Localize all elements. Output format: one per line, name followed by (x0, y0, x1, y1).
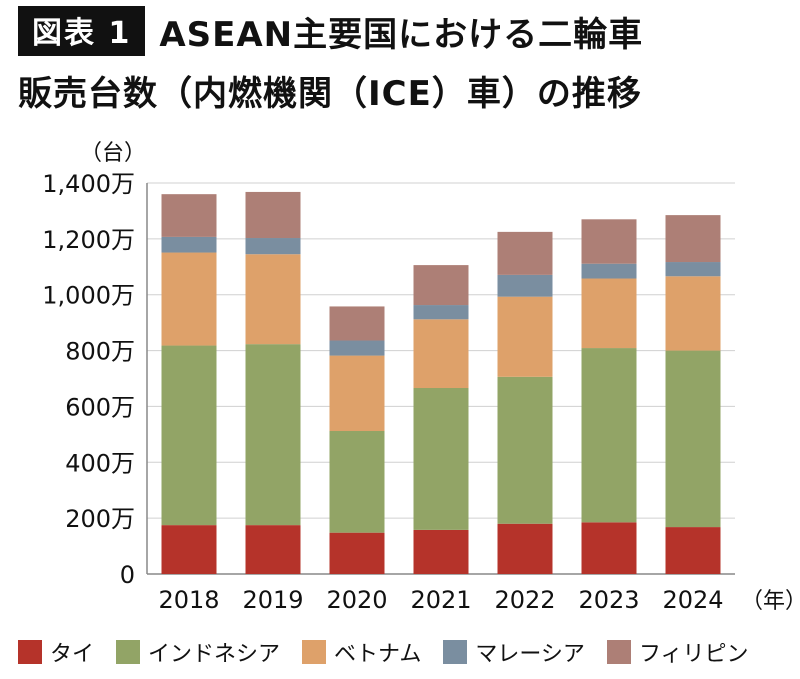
bar-segment (581, 263, 637, 279)
legend-label: インドネシア (148, 642, 281, 667)
y-tick-label: 600万 (65, 393, 135, 421)
bar-segment (497, 296, 553, 377)
x-tick-label: 2023 (578, 586, 639, 614)
bar-segment (245, 525, 301, 574)
y-tick-label: 0 (120, 561, 135, 589)
bar-segment (665, 350, 721, 528)
legend-label: フィリピン (638, 642, 749, 667)
legend-label: ベトナム (334, 642, 422, 667)
chart-legend: タイ インドネシア ベトナム マレーシア フィリピン (18, 636, 788, 668)
bar-segment (245, 238, 301, 255)
legend-item: ベトナム (302, 636, 421, 668)
legend-item: タイ (18, 636, 94, 668)
bar-segment (413, 265, 469, 306)
bar-segment (161, 252, 217, 346)
legend-swatch (18, 640, 42, 664)
bar-segment (413, 387, 469, 530)
bar-segment (161, 345, 217, 526)
legend-swatch (443, 640, 468, 664)
chart-title-line2: 販売台数（内燃機関（ICE）車）の推移 (18, 74, 642, 114)
bar-segment (581, 278, 637, 349)
bar-segment (161, 236, 217, 253)
legend-item: インドネシア (116, 636, 280, 668)
chart-header: 図表 1 ASEAN主要国における二輪車 販売台数（内燃機関（ICE）車）の推移 (18, 6, 788, 115)
figure-badge: 図表 1 (18, 6, 146, 56)
bar-segment (581, 219, 637, 264)
bar-segment (329, 306, 385, 341)
x-tick-label: 2022 (494, 586, 555, 614)
bar-segment (581, 348, 637, 523)
bar-segment (497, 376, 553, 524)
bar-segment (245, 191, 301, 239)
bar-segment (245, 344, 301, 526)
chart-title-line1: ASEAN主要国における二輪車 (159, 14, 644, 55)
x-axis-unit: （年） (741, 589, 800, 614)
legend-swatch (116, 640, 141, 664)
y-tick-label: 1,400万 (42, 170, 135, 198)
bar-segment (329, 532, 385, 574)
bar-segment (413, 305, 469, 320)
bar-segment (665, 215, 721, 263)
bar-segment (665, 276, 721, 351)
bar-segment (497, 231, 553, 275)
legend-swatch (302, 640, 327, 664)
y-tick-label: 1,200万 (42, 226, 135, 254)
bar-segment (413, 529, 469, 574)
x-tick-label: 2018 (158, 586, 219, 614)
x-tick-label: 2019 (242, 586, 303, 614)
bar-segment (161, 525, 217, 574)
bar-segment (497, 523, 553, 574)
y-tick-label: 200万 (65, 505, 135, 533)
bar-segment (161, 194, 217, 237)
bar-segment (245, 254, 301, 345)
bar-segment (329, 431, 385, 533)
bar-segment (413, 319, 469, 388)
bar-segment (497, 274, 553, 297)
legend-item: マレーシア (443, 636, 585, 668)
bar-segment (665, 262, 721, 277)
y-tick-label: 800万 (65, 338, 135, 366)
bar-segment (665, 527, 721, 574)
x-tick-label: 2024 (662, 586, 723, 614)
x-tick-label: 2020 (326, 586, 387, 614)
legend-label: タイ (50, 642, 95, 667)
bar-segment (329, 355, 385, 432)
y-tick-label: 1,000万 (42, 282, 135, 310)
y-axis-unit: （台） (80, 141, 146, 166)
y-tick-label: 400万 (65, 449, 135, 477)
legend-swatch (606, 640, 631, 664)
legend-item: フィリピン (606, 636, 749, 668)
legend-label: マレーシア (475, 642, 585, 667)
bar-segment (581, 522, 637, 574)
x-tick-label: 2021 (410, 586, 471, 614)
bar-segment (329, 340, 385, 356)
